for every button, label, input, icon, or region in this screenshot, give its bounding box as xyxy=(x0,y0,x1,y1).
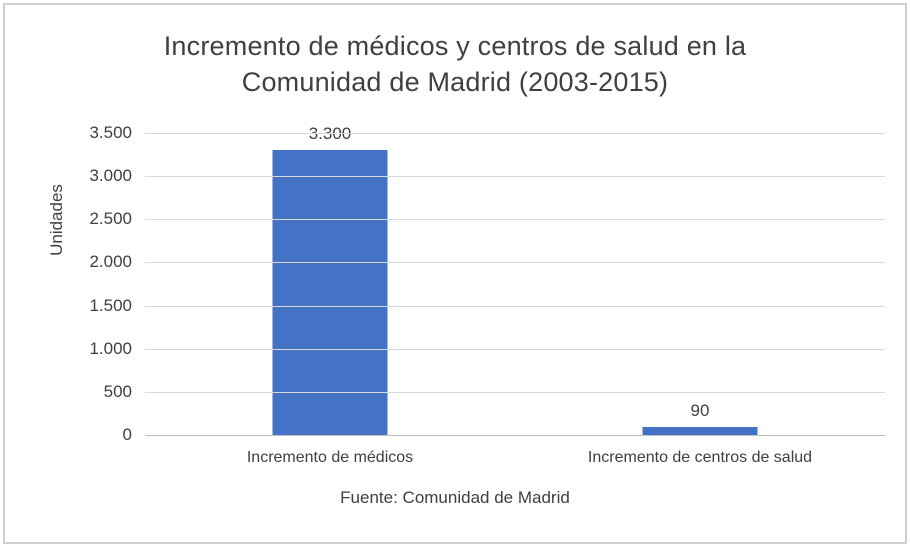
plot-area: 3.300 90 xyxy=(145,124,885,436)
source-caption: Fuente: Comunidad de Madrid xyxy=(340,488,570,507)
gridline xyxy=(145,262,885,264)
category-label: Incremento de médicos xyxy=(246,449,414,466)
x-axis-category-labels: Incremento de médicos Incremento de centr… xyxy=(145,449,885,467)
bar-cell: 90 xyxy=(515,133,885,435)
gridline xyxy=(145,305,885,307)
y-tick-label: 0 xyxy=(122,425,132,444)
chart-frame: Incremento de médicos y centros de salud… xyxy=(3,3,907,544)
bar-cell: 3.300 xyxy=(145,124,515,435)
gridline xyxy=(145,176,885,178)
y-tick-label: 500 xyxy=(103,381,132,401)
x-axis-line xyxy=(145,435,885,436)
gridline xyxy=(145,391,885,393)
bar-value-label: 3.300 xyxy=(308,124,352,143)
y-tick-label: 1.000 xyxy=(89,338,132,358)
chart-title-line-2: Comunidad de Madrid (2003-2015) xyxy=(241,66,669,97)
bar-value-label: 90 xyxy=(690,401,710,420)
gridline xyxy=(145,133,885,134)
y-tick-label: 2.000 xyxy=(89,252,132,272)
category-label: Incremento de centros de salud xyxy=(587,449,813,466)
bar xyxy=(642,427,758,435)
y-tick-label: 2.500 xyxy=(89,209,132,229)
gridline xyxy=(145,219,885,221)
y-tick-label: 3.500 xyxy=(89,123,132,142)
y-tick-label: 3.000 xyxy=(89,166,132,186)
gridline xyxy=(145,348,885,350)
chart-title-line-1: Incremento de médicos y centros de salud… xyxy=(163,31,747,61)
chart-title: Incremento de médicos y centros de salud… xyxy=(5,29,905,100)
y-tick-label: 1.500 xyxy=(89,295,132,315)
bars-layer: 3.300 90 xyxy=(145,124,885,435)
bar xyxy=(272,150,388,435)
